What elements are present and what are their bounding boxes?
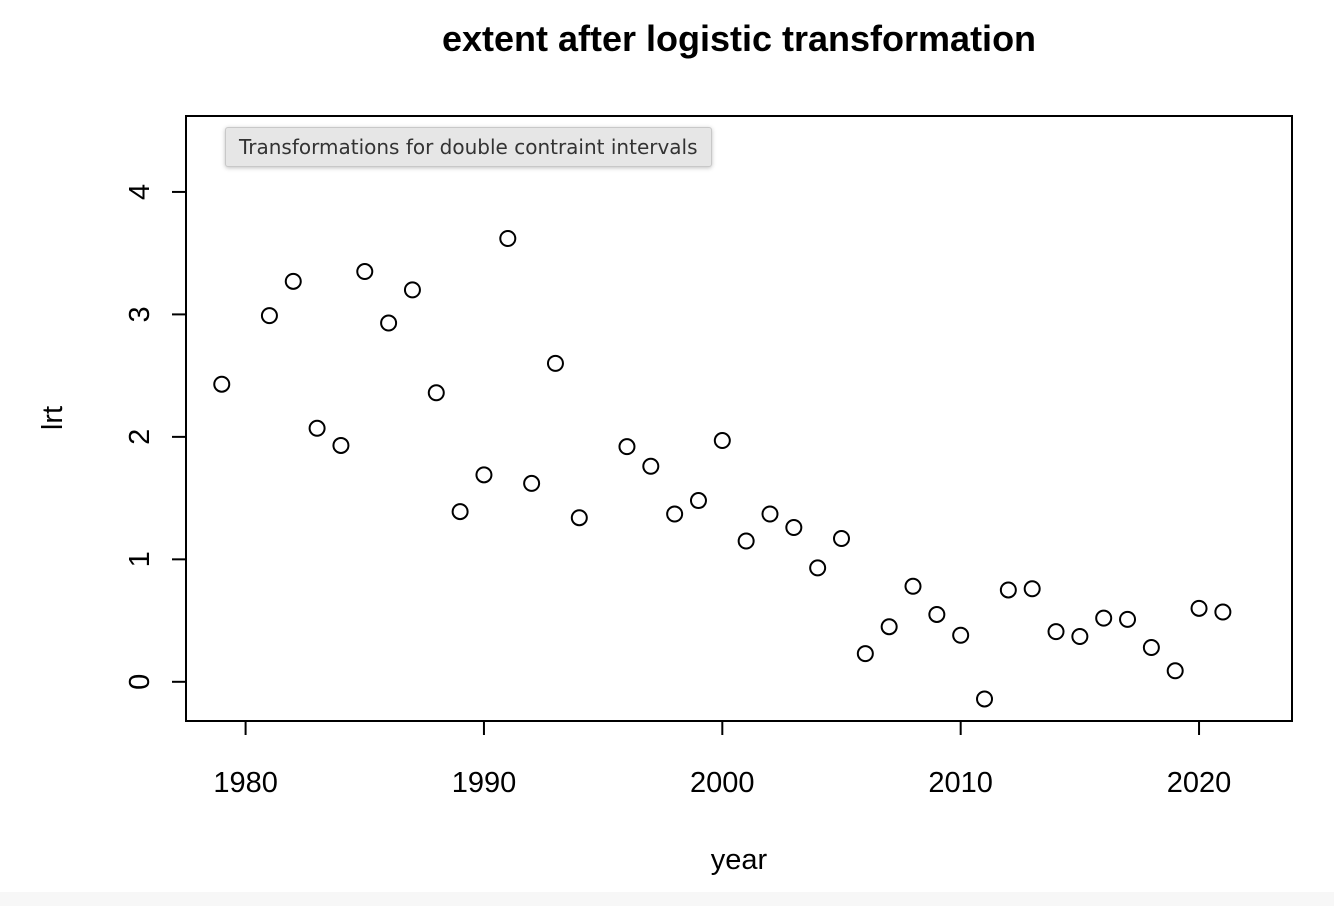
data-point [427,384,445,402]
data-point [213,375,231,393]
data-point [546,354,564,372]
data-point [880,618,898,636]
x-tick-label: 1990 [452,767,517,799]
y-tick-label: 1 [124,551,156,567]
data-point [1023,580,1041,598]
data-point [904,577,922,595]
chart-title: extent after logistic transformation [442,18,1036,59]
data-point [475,466,493,484]
data-point [451,503,469,521]
plot-frame [185,115,1293,722]
bottom-strip [0,892,1334,906]
data-point [523,474,541,492]
data-point [1119,610,1137,628]
data-point [332,436,350,454]
x-tick-label: 2020 [1167,767,1232,799]
data-point [618,438,636,456]
x-axis: 1980 1990 2000 2010 2020 [213,720,1232,799]
data-point [666,505,684,523]
data-point [1047,623,1065,641]
data-point [308,419,326,437]
x-tick-label: 2010 [928,767,993,799]
y-axis-label: lrt [37,406,69,430]
data-point [999,581,1017,599]
y-tick-label: 0 [124,674,156,690]
y-tick-label: 4 [124,184,156,200]
data-point [976,690,994,708]
y-tick-label: 2 [124,429,156,445]
data-point [570,509,588,527]
data-point [403,281,421,299]
data-point [642,457,660,475]
data-point [1166,662,1184,680]
data-point [499,229,517,247]
data-point [1190,599,1208,617]
data-points [213,229,1232,708]
data-point [737,532,755,550]
data-point [1095,609,1113,627]
data-point [689,492,707,510]
x-tick-label: 2000 [690,767,755,799]
data-point [856,645,874,663]
data-point [1214,603,1232,621]
data-point [356,263,374,281]
data-point [1071,627,1089,645]
data-point [761,505,779,523]
x-axis-label: year [711,844,768,876]
data-point [928,605,946,623]
data-point [785,518,803,536]
data-point [832,530,850,548]
data-point [380,314,398,332]
x-tick-label: 1980 [213,767,278,799]
data-point [809,559,827,577]
data-point [260,307,278,325]
tooltip: Transformations for double contraint int… [225,127,712,167]
y-tick-label: 3 [124,306,156,322]
data-point [713,432,731,450]
y-axis: 0 1 2 3 4 [124,184,187,690]
data-point [952,626,970,644]
data-point [1142,639,1160,657]
data-point [284,272,302,290]
